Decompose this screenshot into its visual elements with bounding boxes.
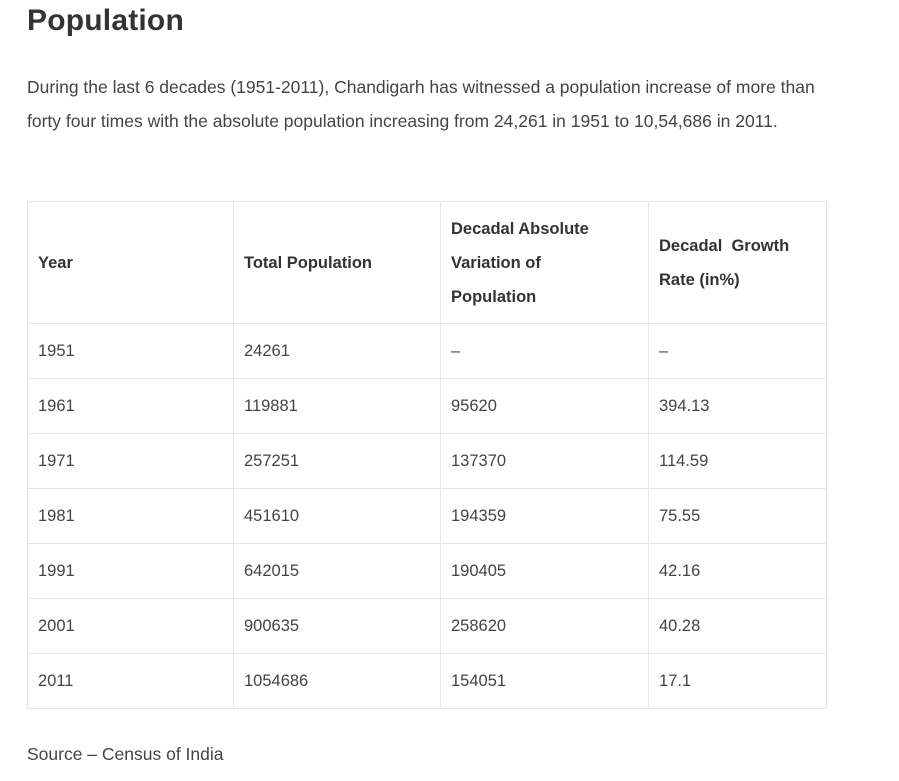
cell-year: 2001 [27, 598, 234, 654]
cell-absolute-variation: – [440, 323, 649, 379]
cell-absolute-variation: 194359 [440, 488, 649, 544]
cell-year: 1991 [27, 543, 234, 599]
cell-growth-rate: 75.55 [648, 488, 827, 544]
cell-year: 1971 [27, 433, 234, 489]
table-row: 1951 24261 – – [27, 323, 827, 379]
header-total-population: Total Population [233, 201, 441, 324]
cell-year: 1951 [27, 323, 234, 379]
cell-total-population: 257251 [233, 433, 441, 489]
cell-total-population: 119881 [233, 378, 441, 434]
population-table: Year Total Population Decadal Absolute V… [27, 201, 827, 709]
cell-growth-rate: – [648, 323, 827, 379]
table-header-row: Year Total Population Decadal Absolute V… [27, 201, 827, 324]
header-decadal-absolute-variation: Decadal Absolute Variation of Population [440, 201, 649, 324]
table-row: 1961 119881 95620 394.13 [27, 378, 827, 434]
cell-growth-rate: 114.59 [648, 433, 827, 489]
cell-total-population: 24261 [233, 323, 441, 379]
cell-growth-rate: 17.1 [648, 653, 827, 709]
header-decadal-growth-rate: Decadal Growth Rate (in%) [648, 201, 827, 324]
table-row: 1971 257251 137370 114.59 [27, 433, 827, 489]
cell-year: 2011 [27, 653, 234, 709]
cell-year: 1981 [27, 488, 234, 544]
page-title: Population [27, 4, 184, 37]
cell-total-population: 451610 [233, 488, 441, 544]
cell-growth-rate: 42.16 [648, 543, 827, 599]
source-note: Source – Census of India [27, 744, 224, 764]
intro-paragraph: During the last 6 decades (1951-2011), C… [27, 77, 815, 131]
cell-absolute-variation: 190405 [440, 543, 649, 599]
cell-absolute-variation: 137370 [440, 433, 649, 489]
cell-year: 1961 [27, 378, 234, 434]
cell-absolute-variation: 154051 [440, 653, 649, 709]
cell-growth-rate: 394.13 [648, 378, 827, 434]
table-row: 2001 900635 258620 40.28 [27, 598, 827, 654]
cell-total-population: 1054686 [233, 653, 441, 709]
cell-absolute-variation: 258620 [440, 598, 649, 654]
header-year: Year [27, 201, 234, 324]
table-row: 2011 1054686 154051 17.1 [27, 653, 827, 709]
cell-total-population: 900635 [233, 598, 441, 654]
table-row: 1981 451610 194359 75.55 [27, 488, 827, 544]
cell-growth-rate: 40.28 [648, 598, 827, 654]
cell-absolute-variation: 95620 [440, 378, 649, 434]
cell-total-population: 642015 [233, 543, 441, 599]
table-row: 1991 642015 190405 42.16 [27, 543, 827, 599]
